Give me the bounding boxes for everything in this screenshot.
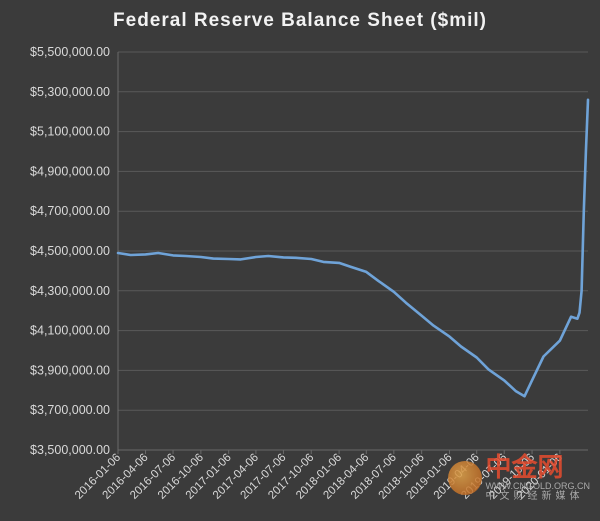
y-tick-label: $3,700,000.00	[30, 403, 110, 417]
y-tick-label: $4,700,000.00	[30, 204, 110, 218]
series-line	[116, 98, 590, 398]
watermark-tagline: 中文财经新媒体	[485, 491, 584, 502]
y-tick-label: $5,300,000.00	[30, 85, 110, 99]
y-tick-label: $3,500,000.00	[30, 443, 110, 457]
y-tick-label: $5,500,000.00	[30, 45, 110, 59]
watermark-text: 中金网 WWW.CNGOLD.ORG.CN 中文财经新媒体	[486, 453, 591, 503]
watermark-name: 中金网	[485, 452, 564, 482]
watermark-url: WWW.CNGOLD.ORG.CN	[485, 481, 591, 491]
y-tick-label: $4,900,000.00	[30, 164, 110, 178]
watermark-logo: 中金网 WWW.CNGOLD.ORG.CN 中文财经新媒体	[447, 453, 591, 503]
watermark-seal-icon	[447, 461, 482, 495]
y-tick-label: $4,500,000.00	[30, 244, 110, 258]
chart-title: Federal Reserve Balance Sheet ($mil)	[113, 10, 487, 31]
y-tick-label: $4,100,000.00	[30, 324, 110, 338]
y-tick-label: $3,900,000.00	[30, 363, 110, 377]
y-tick-label: $4,300,000.00	[30, 284, 110, 298]
y-tick-label: $5,100,000.00	[30, 125, 110, 139]
